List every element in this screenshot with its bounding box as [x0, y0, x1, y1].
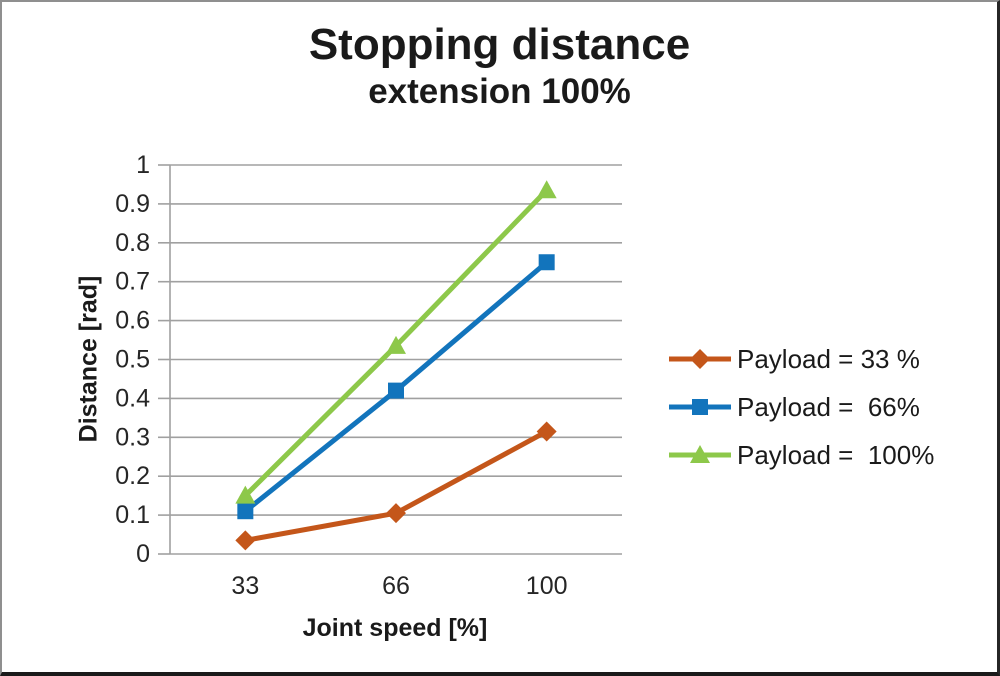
legend-item: Payload = 33 % [668, 335, 934, 383]
legend-line-sample [669, 349, 731, 369]
square-marker [538, 254, 555, 271]
y-tick-label: 0.7 [115, 268, 150, 296]
diamond-marker [386, 503, 406, 524]
title-block: Stopping distance extension 100% [2, 20, 997, 113]
square-marker [388, 382, 404, 399]
x-tick-label: 66 [382, 572, 410, 600]
y-tick-label: 0 [136, 540, 150, 568]
diamond-marker [690, 349, 710, 369]
x-axis-title: Joint speed [%] [302, 614, 488, 642]
square-marker [692, 399, 708, 415]
legend-line-sample [669, 445, 731, 463]
y-tick-label: 0.9 [115, 190, 150, 218]
y-tick-label: 0.8 [115, 229, 150, 257]
y-tick-label: 0.5 [115, 346, 150, 374]
chart-subtitle: extension 100% [368, 71, 631, 111]
legend: Payload = 33 % Payload = 66% Payload = 100… [668, 335, 934, 479]
legend-label: Payload = 100% [737, 439, 935, 470]
triangle-marker [536, 180, 557, 199]
y-tick-label: 1 [136, 151, 150, 179]
triangle-marker [386, 335, 406, 354]
diamond-marker [536, 421, 557, 442]
triangle-marker [235, 485, 256, 504]
y-axis-title: Distance [rad] [74, 275, 103, 443]
legend-line-sample [669, 399, 731, 415]
y-tick-label: 0.2 [115, 462, 150, 490]
y-tick-label: 0.6 [115, 307, 150, 335]
y-tick-label: 0.1 [115, 501, 150, 529]
y-tick-label: 0.4 [115, 384, 150, 412]
triangle-marker [690, 445, 710, 463]
x-tick-label: 100 [526, 572, 568, 600]
legend-label: Payload = 66% [737, 391, 920, 422]
chart-title: Stopping distance [308, 20, 691, 69]
diamond-marker [235, 530, 256, 551]
y-tick-label: 0.3 [115, 423, 150, 451]
x-tick-label: 33 [231, 572, 259, 600]
legend-item: Payload = 66% [668, 383, 934, 431]
legend-item: Payload = 100% [668, 431, 934, 479]
square-marker [237, 503, 254, 520]
legend-label: Payload = 33 % [737, 343, 920, 374]
